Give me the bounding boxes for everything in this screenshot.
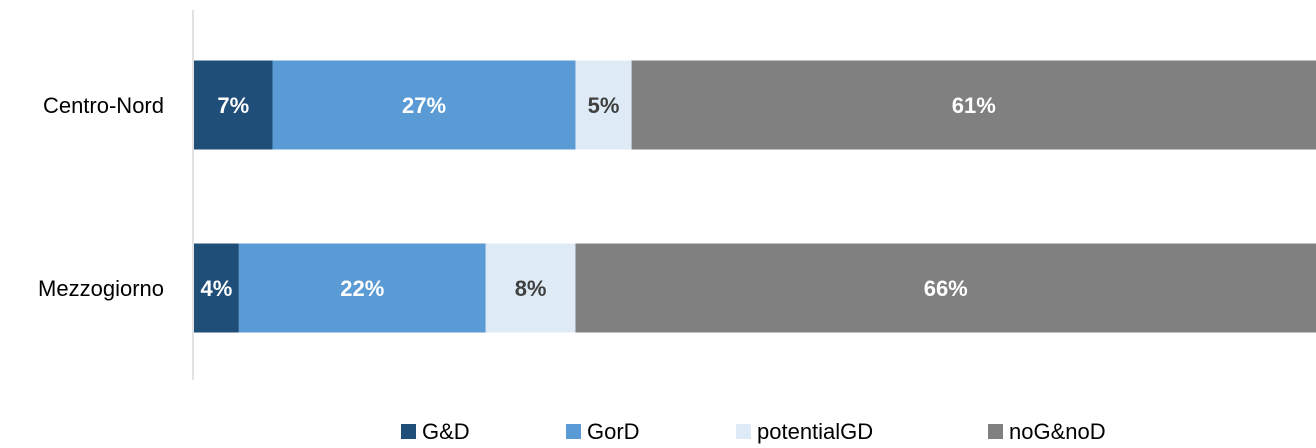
legend-label-2: potentialGD <box>757 419 873 444</box>
bar-0-0 <box>194 60 273 150</box>
legend-label-1: GorD <box>587 419 640 444</box>
data-label-3-1: 66% <box>924 276 968 301</box>
plot-area: 7% 27% 5% 61% 4% 22% 8% 66% <box>194 60 1316 333</box>
data-label-1-1: 22% <box>340 276 384 301</box>
bar-1-0 <box>272 60 576 150</box>
bar-2-0 <box>575 60 632 150</box>
data-label-2-0: 5% <box>588 93 620 118</box>
data-label-3-0: 61% <box>952 93 996 118</box>
legend-swatch-2 <box>736 424 751 439</box>
legend: G&D GorD potentialGD noG&noD <box>401 419 1106 444</box>
category-axis: Centro-Nord Mezzogiorno <box>38 10 194 380</box>
data-label-2-1: 8% <box>515 276 547 301</box>
category-label-0: Centro-Nord <box>43 93 164 118</box>
data-label-0-1: 4% <box>201 276 233 301</box>
data-label-0-0: 7% <box>217 93 249 118</box>
data-label-1-0: 27% <box>402 93 446 118</box>
category-label-1: Mezzogiorno <box>38 276 164 301</box>
legend-swatch-1 <box>566 424 581 439</box>
legend-swatch-3 <box>988 424 1003 439</box>
bar-1-1 <box>238 243 486 333</box>
bar-2-1 <box>485 243 576 333</box>
legend-label-0: G&D <box>422 419 470 444</box>
legend-label-3: noG&noD <box>1009 419 1106 444</box>
bar-3-0 <box>631 60 1316 150</box>
bar-0-1 <box>194 243 239 333</box>
bar-3-1 <box>575 243 1316 333</box>
legend-swatch-0 <box>401 424 416 439</box>
